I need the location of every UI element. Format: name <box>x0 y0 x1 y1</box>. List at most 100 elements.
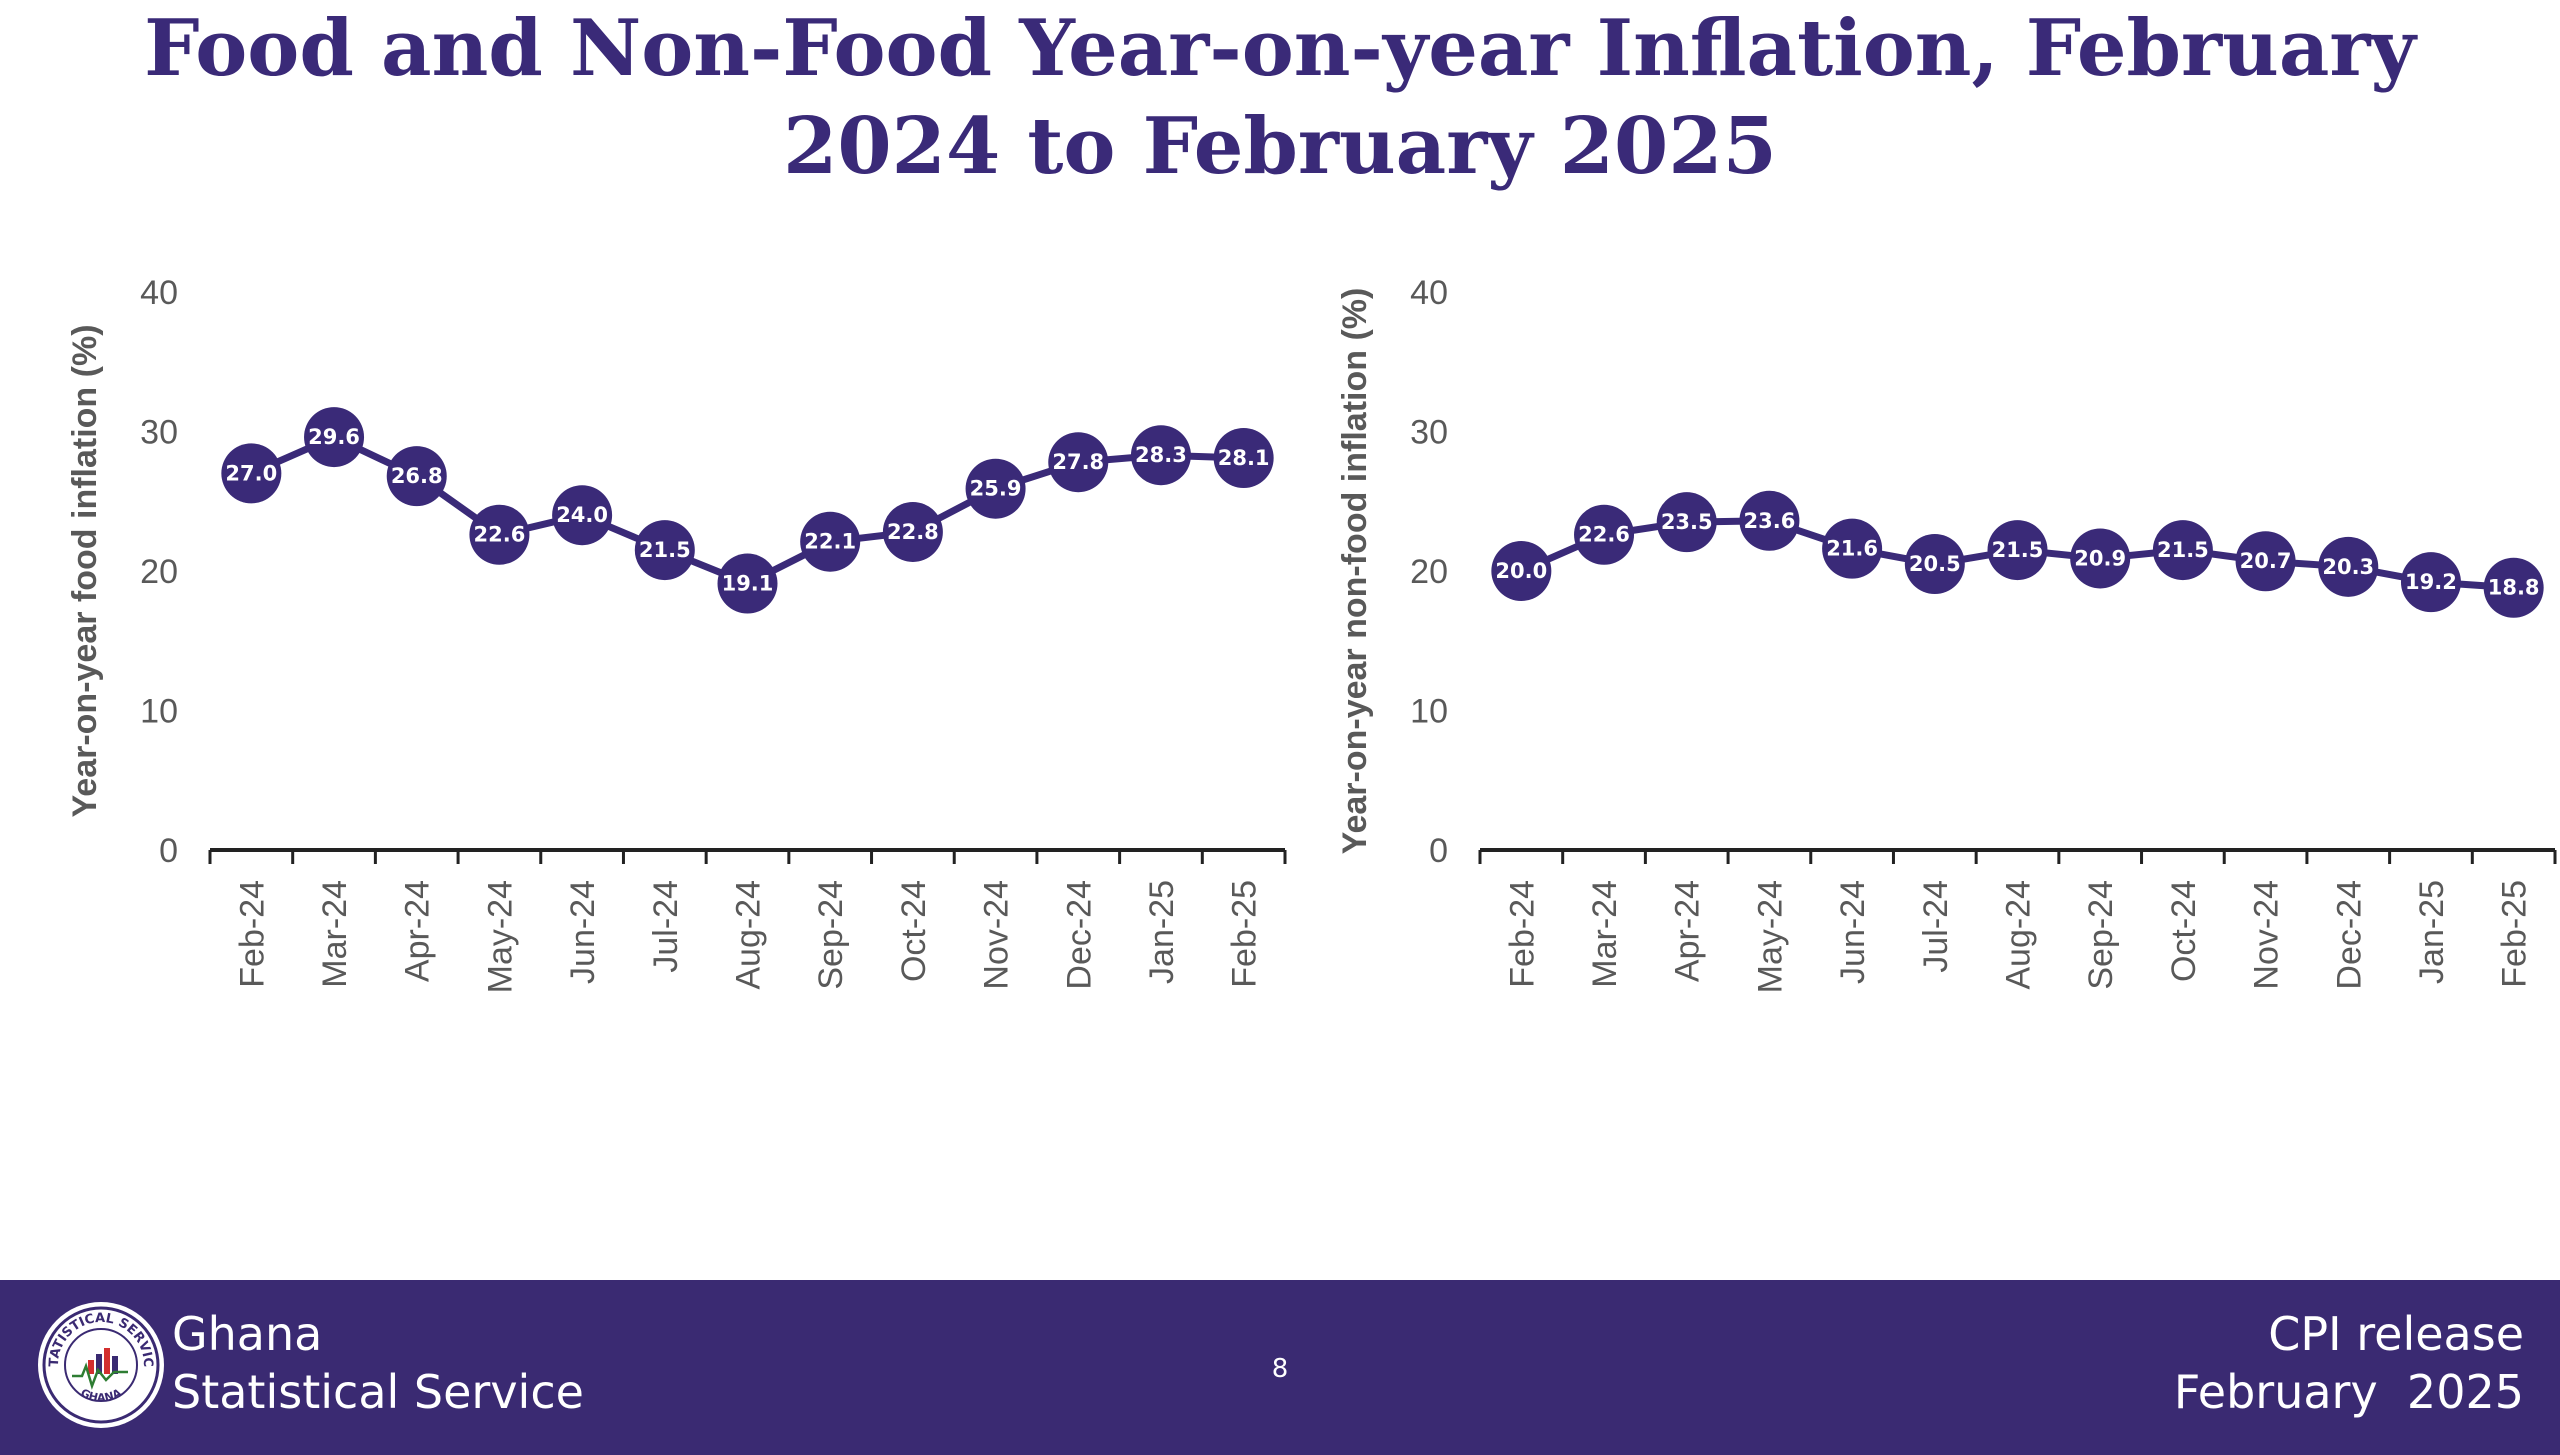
non-food-x-category-label: Sep-24 <box>2082 880 2120 990</box>
food-x-category-label: Oct-24 <box>895 880 933 982</box>
non-food-data-label: 20.0 <box>1495 559 1547 583</box>
non-food-data-label: 20.5 <box>1909 552 1961 576</box>
food-x-category-label: Mar-24 <box>316 880 354 988</box>
non-food-y-tick-label: 30 <box>1410 414 1448 452</box>
food-x-category-label: Feb-24 <box>233 880 271 988</box>
food-inflation-chart: Year-on-year food inflation (%) 0 10 20 30 40… <box>40 240 1310 1070</box>
food-data-label: 24.0 <box>556 503 608 527</box>
food-y-tick-label: 10 <box>140 693 178 731</box>
non-food-y-tick-label: 0 <box>1429 832 1448 870</box>
food-data-label: 22.1 <box>804 530 856 554</box>
non-food-data-point <box>1987 520 2048 581</box>
non-food-data-label: 21.5 <box>1992 538 2044 562</box>
non-food-x-category-label: Mar-24 <box>1586 880 1624 988</box>
food-data-label: 21.5 <box>639 538 691 562</box>
non-food-data-label: 22.6 <box>1578 523 1630 547</box>
non-food-data-label: 18.8 <box>2488 576 2540 600</box>
non-food-inflation-plot: Year-on-year non-food inflation (%) 0 10 20… <box>1336 274 2557 993</box>
non-food-data-point <box>2483 557 2544 618</box>
food-y-axis-title: Year-on-year food inflation (%) <box>66 324 104 817</box>
non-food-x-category-label: Jul-24 <box>1917 880 1955 973</box>
non-food-x-category-label: May-24 <box>1751 880 1789 993</box>
non-food-data-label: 23.6 <box>1744 509 1796 533</box>
food-data-point <box>800 511 861 572</box>
food-data-point <box>221 443 282 504</box>
food-data-point <box>304 407 365 468</box>
food-x-category-label: Apr-24 <box>399 880 437 982</box>
food-x-category-label: Nov-24 <box>978 880 1016 990</box>
non-food-x-category-label: Dec-24 <box>2330 880 2368 990</box>
food-data-label: 22.6 <box>474 523 526 547</box>
food-data-label: 28.1 <box>1218 446 1270 470</box>
release-label-line1: CPI release <box>2268 1307 2524 1361</box>
non-food-data-point <box>1739 490 1800 551</box>
non-food-data-point <box>1574 504 1635 565</box>
non-food-x-category-label: Aug-24 <box>2000 880 2038 990</box>
non-food-x-category-label: Nov-24 <box>2248 880 2286 990</box>
non-food-data-label: 21.5 <box>2157 538 2209 562</box>
non-food-y-tick-label: 10 <box>1410 693 1448 731</box>
non-food-data-point <box>1904 534 1965 595</box>
non-food-data-point <box>1656 492 1717 553</box>
non-food-x-category-label: Feb-25 <box>2496 880 2534 988</box>
food-x-category-label: Sep-24 <box>812 880 850 990</box>
footer-bar: STATISTICAL SERVICE GHANA Ghana Statisti… <box>0 1280 2560 1455</box>
food-data-point <box>1048 432 1109 493</box>
food-x-category-label: Feb-25 <box>1226 880 1264 988</box>
food-y-tick-label: 20 <box>140 553 178 591</box>
non-food-data-point <box>2152 520 2213 581</box>
non-food-y-tick-label: 20 <box>1410 553 1448 591</box>
food-data-label: 29.6 <box>308 425 360 449</box>
food-data-point <box>717 553 778 614</box>
non-food-data-point <box>2070 528 2131 589</box>
food-x-category-label: Jun-24 <box>564 880 602 984</box>
food-data-label: 28.3 <box>1135 443 1187 467</box>
release-label-line2: February 2025 <box>2173 1365 2524 1419</box>
food-data-label: 26.8 <box>391 464 443 488</box>
non-food-data-label: 20.9 <box>2074 546 2126 570</box>
non-food-y-axis-title: Year-on-year non-food inflation (%) <box>1336 288 1374 855</box>
food-y-tick-label: 0 <box>159 832 178 870</box>
food-x-category-label: Dec-24 <box>1060 880 1098 990</box>
non-food-data-label: 20.3 <box>2322 555 2374 579</box>
page-title: Food and Non-Food Year-on-year Inflation… <box>144 3 2416 192</box>
food-data-point <box>1130 425 1191 486</box>
non-food-x-category-label: Oct-24 <box>2165 880 2203 982</box>
page-number: 8 <box>1271 1354 1289 1384</box>
food-data-point <box>386 446 447 507</box>
non-food-data-label: 20.7 <box>2240 549 2292 573</box>
org-name-line2: Statistical Service <box>172 1365 584 1419</box>
non-food-data-point <box>2235 531 2296 592</box>
food-inflation-plot: Year-on-year food inflation (%) 0 10 20 30 40… <box>66 274 1287 993</box>
food-data-label: 25.9 <box>970 477 1022 501</box>
non-food-x-category-label: Jun-24 <box>1834 880 1872 984</box>
logo-text-bottom: GHANA <box>78 1386 123 1404</box>
food-x-category-label: May-24 <box>481 880 519 993</box>
food-x-category-label: Aug-24 <box>730 880 768 990</box>
non-food-x-category-label: Apr-24 <box>1669 880 1707 982</box>
non-food-data-point <box>2400 552 2461 613</box>
food-data-point <box>469 504 530 565</box>
food-data-point <box>1213 428 1274 489</box>
food-data-label: 27.8 <box>1052 450 1104 474</box>
food-data-point <box>634 520 695 581</box>
food-x-category-label: Jul-24 <box>647 880 685 973</box>
food-y-tick-label: 40 <box>140 274 178 312</box>
food-data-label: 19.1 <box>722 572 774 596</box>
org-name-line1: Ghana <box>172 1307 323 1361</box>
non-food-data-point <box>1491 541 1552 601</box>
ghana-statistical-service-logo: STATISTICAL SERVICE GHANA <box>36 1300 164 1428</box>
svg-text:GHANA: GHANA <box>78 1386 123 1404</box>
food-data-label: 27.0 <box>225 461 277 485</box>
food-y-tick-label: 30 <box>140 414 178 452</box>
non-food-data-label: 19.2 <box>2405 570 2457 594</box>
non-food-data-point <box>1822 518 1883 579</box>
food-x-category-label: Jan-25 <box>1143 880 1181 984</box>
non-food-data-point <box>2318 536 2379 597</box>
non-food-data-label: 23.5 <box>1661 510 1713 534</box>
non-food-data-label: 21.6 <box>1826 537 1878 561</box>
food-data-point <box>882 501 943 562</box>
food-data-point <box>965 458 1026 519</box>
non-food-inflation-chart: Year-on-year non-food inflation (%) 0 10 20… <box>1310 240 2560 1070</box>
non-food-x-category-label: Jan-25 <box>2413 880 2451 984</box>
